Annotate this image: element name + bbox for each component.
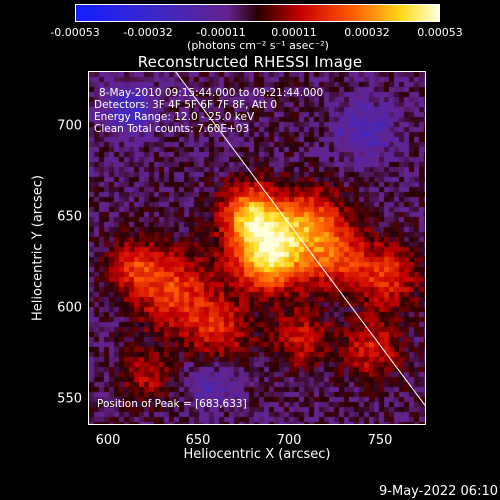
solar-limb-line <box>175 72 425 407</box>
colorbar-tick-label: -0.00053 <box>50 26 100 39</box>
x-tick-label: 750 <box>367 433 393 448</box>
y-tick-label: 600 <box>57 300 82 316</box>
x-tick-label: 600 <box>95 433 121 448</box>
x-axis-label: Heliocentric X (arcsec) <box>183 447 331 462</box>
colorbar-tick-label: 0.00011 <box>271 26 317 39</box>
colorbar-tick-label: -0.00011 <box>196 26 246 39</box>
time-range-label: 8-May-2010 09:15:44.000 to 09:21:44.000 <box>99 87 324 99</box>
x-tick-label: 700 <box>276 433 302 448</box>
colorbar-units: (photons cm⁻² s⁻¹ asec⁻²) <box>187 39 329 52</box>
colorbar-tick-label: 0.00032 <box>344 26 390 39</box>
y-tick-label: 650 <box>57 209 82 225</box>
solar-limb <box>175 72 425 407</box>
colorbar <box>75 4 440 22</box>
y-axis-label: Heliocentric Y (arcsec) <box>30 175 46 321</box>
x-tick-label: 650 <box>185 433 211 448</box>
image-plot: 8-May-2010 09:15:44.000 to 09:21:44.000 … <box>88 71 426 425</box>
y-tick-label: 700 <box>57 118 82 134</box>
image-title: Reconstructed RHESSI Image <box>137 53 363 71</box>
method-counts-label: Clean Total counts: 7.60E+03 <box>94 123 250 135</box>
footer-timestamp: 9-May-2022 06:10 <box>379 484 498 499</box>
colorbar-tick-label: -0.00032 <box>123 26 173 39</box>
colorbar-tick-label: 0.00053 <box>417 26 463 39</box>
y-tick-label: 550 <box>57 391 82 407</box>
detectors-label: Detectors: 3F 4F 5F 6F 7F 8F, Att 0 <box>94 99 278 111</box>
peak-position-label: Position of Peak = [683,633] <box>97 398 247 410</box>
rhessi-image-map <box>89 72 425 424</box>
energy-range-label: Energy Range: 12.0 - 25.0 keV <box>94 111 255 123</box>
